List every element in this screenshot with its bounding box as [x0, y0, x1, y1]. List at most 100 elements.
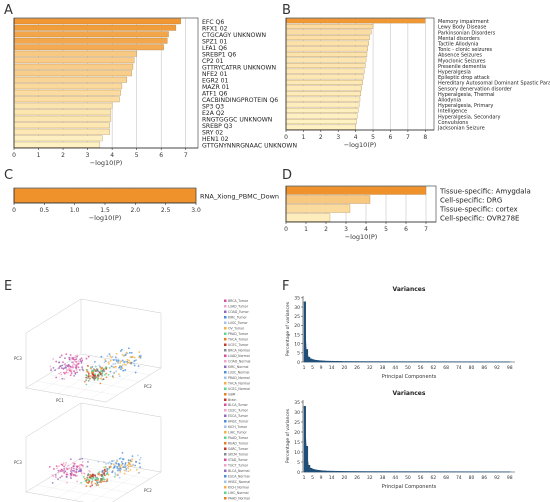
pca-point	[137, 454, 139, 457]
legend-swatch	[224, 414, 227, 417]
variance-bar	[316, 470, 319, 472]
y-tick-label: 15	[294, 332, 300, 338]
pca-point	[62, 462, 65, 465]
pca-point	[86, 477, 89, 479]
y-tick-label: 5	[297, 351, 300, 357]
pca-point	[100, 481, 102, 484]
chart-title: Variances	[393, 390, 426, 397]
pca-point	[128, 465, 130, 468]
pca-point	[77, 362, 80, 365]
pca-point	[104, 366, 107, 369]
pca-point	[72, 358, 75, 361]
pca-point	[129, 468, 132, 471]
pca-point	[57, 469, 60, 472]
pca-grid	[47, 374, 129, 389]
bar-label: EFC Q6	[202, 19, 224, 26]
pca-point	[74, 373, 77, 375]
pca-point	[123, 361, 126, 364]
pca-point	[96, 377, 99, 380]
bar-label: RNA_Xiong_PBMC_Down	[200, 192, 279, 200]
bar-label: Myoclonic Seizures	[438, 58, 486, 64]
bar	[13, 70, 132, 77]
pca-point	[118, 469, 120, 472]
pca-point	[120, 366, 123, 368]
pca-point	[118, 464, 120, 467]
pca-point	[72, 461, 75, 464]
pca-point	[127, 347, 130, 350]
variance-area	[303, 405, 510, 473]
x-tick-label: 92	[494, 365, 500, 371]
pca-point	[75, 367, 78, 370]
x-tick-label: 7	[424, 226, 428, 233]
pca-point	[80, 481, 83, 484]
pca-point	[116, 467, 119, 470]
pca-point	[106, 472, 108, 475]
pca-point	[120, 464, 123, 466]
pca-point	[117, 361, 119, 364]
x-tick-label: 4	[110, 152, 114, 159]
legend-entry: GBM	[228, 393, 236, 397]
x-tick-label: 0	[284, 226, 288, 233]
bar	[285, 85, 362, 91]
bar	[285, 51, 368, 57]
pca-point	[98, 471, 101, 473]
pca-point	[82, 465, 85, 468]
x-tick-label: 9	[320, 365, 323, 371]
x-tick-label: 20	[341, 475, 347, 481]
pca-point	[76, 475, 78, 477]
pca-point	[81, 368, 84, 370]
pca-point	[115, 360, 118, 362]
pca-grid	[47, 478, 129, 493]
pca-point	[87, 379, 90, 382]
pca-point	[109, 359, 112, 362]
pca-point	[124, 360, 127, 363]
bar	[285, 68, 365, 74]
pca-point	[66, 371, 69, 374]
pca-point	[87, 461, 89, 463]
legend-entry: SKCM_Tumor	[228, 453, 249, 457]
legend-swatch	[224, 486, 227, 489]
legend-swatch	[224, 453, 227, 456]
bar	[13, 50, 137, 57]
pca-point	[88, 480, 91, 483]
x-axis-label: −log10(P)	[345, 233, 378, 241]
pca-point	[122, 466, 125, 469]
legend-entry: PAAD_Normal	[228, 497, 250, 501]
legend-entry: SARC_Tumor	[228, 447, 249, 451]
x-tick-label: 86	[481, 365, 487, 371]
pca-point	[123, 363, 126, 366]
x-tick-label: 20	[341, 365, 347, 371]
pca-box-edge	[25, 353, 82, 389]
pca-point	[91, 474, 94, 477]
bar	[285, 96, 361, 102]
pca-point	[113, 466, 116, 469]
pca-point	[57, 471, 60, 474]
pca-point	[134, 371, 137, 374]
pca-point	[78, 368, 81, 371]
bar	[285, 102, 360, 108]
y-tick-label: 30	[294, 410, 300, 416]
pca-point	[107, 462, 110, 465]
pca-point	[111, 470, 114, 473]
legend-entry: BRCA_Tumor	[228, 299, 249, 303]
pca-point	[69, 374, 72, 377]
pca-point	[52, 468, 55, 470]
bar-label: LFA1 Q6	[202, 45, 227, 52]
bar-label: Tonic - clonic seizures	[437, 47, 493, 53]
bar-label: Sensory denervation disorder	[438, 86, 513, 92]
pca-point	[123, 472, 126, 475]
y-tick-label: 20	[294, 323, 300, 329]
x-tick-label: 2	[319, 134, 323, 141]
x-tick-label: 62	[431, 365, 437, 371]
x-tick-label: 38	[380, 475, 386, 481]
pca-point	[126, 359, 129, 361]
bar	[13, 89, 121, 96]
pca-point	[65, 353, 68, 356]
pca-point	[101, 373, 103, 376]
bar-label: CACBINDINGPROTEIN Q6	[202, 97, 278, 104]
pca-point	[95, 478, 98, 481]
pca-point	[110, 356, 113, 359]
legend-entry: COAD_Normal	[228, 360, 251, 364]
pca-point	[58, 372, 61, 375]
